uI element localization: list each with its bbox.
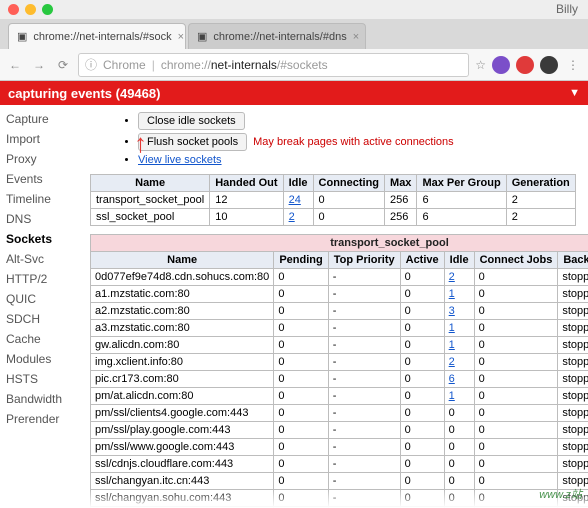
flush-warning: May break pages with active connections xyxy=(253,136,454,148)
window-titlebar xyxy=(0,0,588,20)
sidebar-item-quic[interactable]: QUIC xyxy=(6,289,74,309)
view-live-link[interactable]: View live sockets xyxy=(138,154,222,166)
sidebar-item-prerender[interactable]: Prerender xyxy=(6,409,74,429)
nav-toolbar: ← → ⟳ ⓘ Chrome | chrome://net-internals/… xyxy=(0,49,588,81)
table-row: pm/ssl/play.google.com:4430-000stoppedfa… xyxy=(91,422,588,439)
browser-tab[interactable]: ▣ chrome://net-internals/#sock × xyxy=(8,23,186,49)
ext-icon-2[interactable] xyxy=(516,56,534,74)
table-row: a2.mzstatic.com:800-030stoppedfalse xyxy=(91,303,588,320)
sidebar-item-altsvc[interactable]: Alt-Svc xyxy=(6,249,74,269)
reload-button[interactable]: ⟳ xyxy=(54,56,72,74)
flush-pools-button[interactable]: Flush socket pools xyxy=(138,133,247,151)
profile-name[interactable]: Billy xyxy=(556,2,578,16)
table-row: a3.mzstatic.com:800-010stoppedfalse xyxy=(91,320,588,337)
star-icon[interactable]: ☆ xyxy=(475,58,486,72)
sidebar-item-sdch[interactable]: SDCH xyxy=(6,309,74,329)
table-row: pm/at.alicdn.com:800-010stoppedfalse xyxy=(91,388,588,405)
ext-icon-3[interactable] xyxy=(540,56,558,74)
sidebar-item-http2[interactable]: HTTP/2 xyxy=(6,269,74,289)
back-button[interactable]: ← xyxy=(6,56,24,74)
pool-summary-table: NameHanded OutIdleConnectingMaxMax Per G… xyxy=(90,174,576,226)
sidebar-item-cache[interactable]: Cache xyxy=(6,329,74,349)
transport-pool-table: transport_socket_pool NamePendingTop Pri… xyxy=(90,234,588,508)
sidebar-item-proxy[interactable]: Proxy xyxy=(6,149,74,169)
close-idle-button[interactable]: Close idle sockets xyxy=(138,112,245,130)
tab-title: chrome://net-internals/#sock xyxy=(33,31,171,43)
banner-chevron-icon: ▼ xyxy=(569,87,580,99)
tab-strip: ▣ chrome://net-internals/#sock × ▣ chrome://… xyxy=(0,20,588,49)
table-row: ssl/changyan.itc.cn:4430-000stoppedfalse xyxy=(91,473,588,490)
menu-icon[interactable]: ⋮ xyxy=(564,56,582,74)
sidebar-item-modules[interactable]: Modules xyxy=(6,349,74,369)
ext-icon-1[interactable] xyxy=(492,56,510,74)
watermark: www.z站 xyxy=(539,486,582,502)
tab-close-icon[interactable]: × xyxy=(178,31,184,43)
tab-title: chrome://net-internals/#dns xyxy=(213,31,346,43)
info-icon: ⓘ xyxy=(85,56,97,73)
table-row: ssl/cdnjs.cloudflare.com:4430-000stopped… xyxy=(91,456,588,473)
close-dot[interactable] xyxy=(8,4,19,15)
table-row: pm/ssl/clients4.google.com:4430-000stopp… xyxy=(91,405,588,422)
tab-favicon: ▣ xyxy=(17,30,27,43)
sidebar-item-sockets[interactable]: Sockets xyxy=(6,229,74,249)
forward-button[interactable]: → xyxy=(30,56,48,74)
table-row: img.xclient.info:800-020stoppedfalse xyxy=(91,354,588,371)
sidebar-item-events[interactable]: Events xyxy=(6,169,74,189)
sidebar-item-bandwidth[interactable]: Bandwidth xyxy=(6,389,74,409)
sidebar-item-dns[interactable]: DNS xyxy=(6,209,74,229)
minimize-dot[interactable] xyxy=(25,4,36,15)
addr-scheme: Chrome xyxy=(103,58,146,72)
tab-favicon: ▣ xyxy=(197,30,207,43)
sidebar: CaptureImportProxyEventsTimelineDNSSocke… xyxy=(0,105,80,508)
table-row: gw.alicdn.com:800-010stoppedfalse xyxy=(91,337,588,354)
table-row: transport_socket_pool1224025662 xyxy=(91,192,576,209)
capture-banner[interactable]: capturing events (49468) ▼ xyxy=(0,81,588,105)
table-row: 0d077ef9e74d8.cdn.sohucs.com:800-020stop… xyxy=(91,269,588,286)
sidebar-item-hsts[interactable]: HSTS xyxy=(6,369,74,389)
main-content: ↑ Close idle sockets Flush socket pools M… xyxy=(80,105,588,508)
sidebar-item-import[interactable]: Import xyxy=(6,129,74,149)
tab-close-icon[interactable]: × xyxy=(353,31,359,43)
table-row: a1.mzstatic.com:800-010stoppedfalse xyxy=(91,286,588,303)
maximize-dot[interactable] xyxy=(42,4,53,15)
table-row: ssl_socket_pool102025662 xyxy=(91,209,576,226)
table-row: pic.cr173.com:800-060stoppedfalse xyxy=(91,371,588,388)
sidebar-item-timeline[interactable]: Timeline xyxy=(6,189,74,209)
browser-tab[interactable]: ▣ chrome://net-internals/#dns × xyxy=(188,23,366,49)
annotation-arrow-icon: ↑ xyxy=(134,130,147,156)
table-row: pm/ssl/www.google.com:4430-000stoppedfal… xyxy=(91,439,588,456)
sidebar-item-capture[interactable]: Capture xyxy=(6,109,74,129)
address-bar[interactable]: ⓘ Chrome | chrome://net-internals/#socke… xyxy=(78,53,469,77)
